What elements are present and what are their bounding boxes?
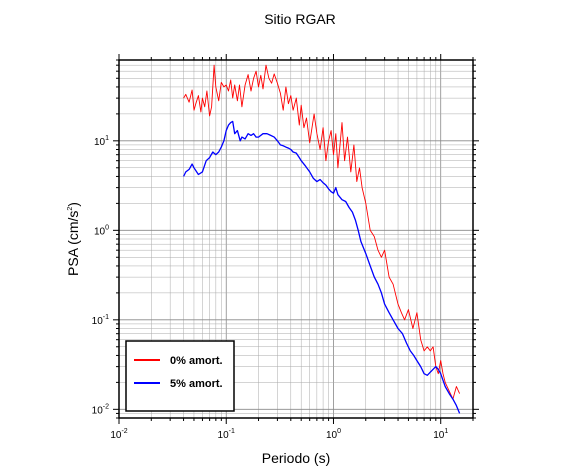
series-line-1 (183, 120, 461, 414)
grid-lines (118, 59, 474, 419)
y-tick-label-base: 10 (94, 137, 106, 148)
y-tick-label: 10-1 (92, 314, 109, 327)
y-axis-label-close: ) (65, 202, 81, 207)
x-tick-label-exp: 0 (337, 428, 341, 435)
legend-box (125, 340, 235, 412)
y-axis-label: PSA (cm/s2) (65, 202, 81, 276)
x-tick-label-exp: -2 (121, 428, 127, 435)
y-tick-label-exp: -2 (103, 403, 109, 410)
legend: 0% amort. 5% amort. (125, 340, 235, 412)
y-axis-label-main: PSA (cm/s (65, 211, 81, 276)
x-tick-label: 10-2 (110, 428, 127, 441)
plot-frame (118, 59, 474, 419)
legend-label-1: 5% amort. (170, 378, 223, 390)
y-tick-label: 101 (94, 135, 109, 148)
x-tick-label-exp: 1 (444, 428, 448, 435)
x-tick-label: 10-1 (218, 428, 235, 441)
y-axis-label-sup: 2 (67, 207, 74, 211)
y-tick-label-exp: 0 (105, 224, 109, 231)
y-tick-label: 10-2 (92, 403, 109, 416)
legend-label-0: 0% amort. (170, 355, 223, 367)
chart-title: Sitio RGAR (264, 11, 336, 27)
y-tick-label: 100 (94, 224, 109, 237)
y-tick-label-exp: 1 (105, 135, 109, 142)
x-axis-label: Periodo (s) (262, 450, 330, 466)
x-tick-label-base: 10 (433, 430, 445, 441)
x-tick-label: 101 (433, 428, 448, 441)
y-tick-label-base: 10 (92, 405, 104, 416)
x-tick-label-base: 10 (326, 430, 338, 441)
x-tick-labels: 10-2 10-1 100 101 (110, 428, 448, 441)
x-tick-label-exp: -1 (229, 428, 235, 435)
x-tick-label: 100 (326, 428, 341, 441)
y-tick-label-exp: -1 (103, 314, 109, 321)
y-tick-label-base: 10 (94, 226, 106, 237)
y-tick-label-base: 10 (92, 316, 104, 327)
series-layer (183, 64, 461, 414)
x-tick-label-base: 10 (110, 430, 122, 441)
x-tick-label-base: 10 (218, 430, 230, 441)
series-line-0 (183, 64, 461, 400)
